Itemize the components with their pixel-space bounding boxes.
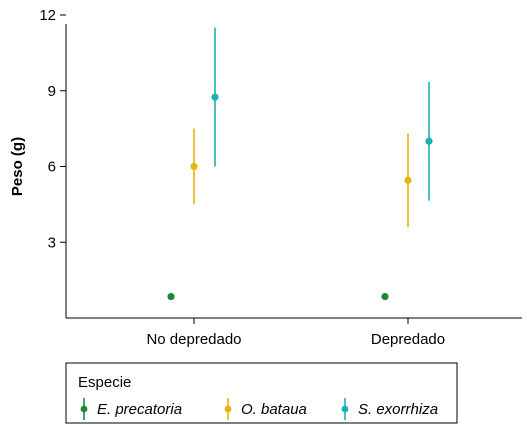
data-point [404, 176, 412, 184]
x-tick-label: No depredado [146, 331, 241, 348]
legend-key-dot [341, 405, 349, 413]
data-point [190, 162, 198, 171]
y-tick-label: 12 [39, 7, 56, 24]
y-tick-label: 9 [48, 83, 56, 100]
legend-label: O. bataua [241, 401, 307, 418]
data-marks [167, 27, 433, 301]
y-axis-title: Peso (g) [9, 137, 26, 196]
data-point [425, 137, 433, 145]
legend-title: Especie [78, 374, 131, 391]
axes: 3 6 9 12 No depredado Depredado [39, 7, 522, 348]
legend-box [65, 362, 458, 424]
legend-label: S. exorrhiza [358, 401, 438, 418]
data-point [167, 292, 175, 301]
legend-key-dot [224, 405, 232, 413]
x-tick-label: Depredado [371, 331, 445, 348]
y-tick-label: 6 [48, 159, 56, 176]
data-point [381, 292, 389, 301]
legend-key-dot [80, 405, 88, 413]
legend: Especie E. precatoria O. bataua S. exorrhi… [65, 362, 458, 424]
data-point [211, 93, 219, 101]
legend-label: E. precatoria [97, 401, 182, 418]
y-tick-label: 3 [48, 234, 56, 251]
